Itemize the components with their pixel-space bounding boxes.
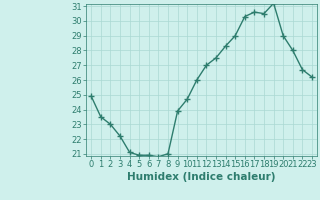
X-axis label: Humidex (Indice chaleur): Humidex (Indice chaleur): [127, 172, 276, 182]
